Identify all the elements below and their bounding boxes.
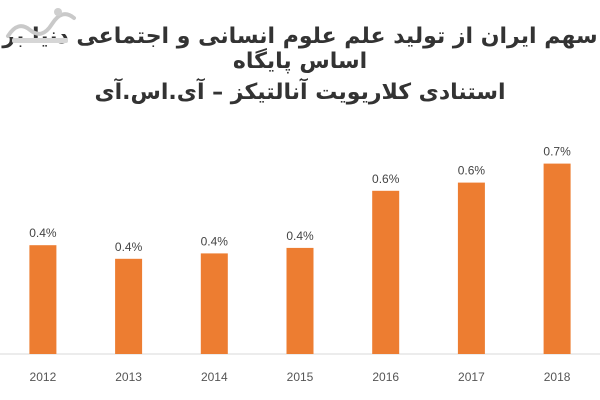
x-tick-label-2012: 2012 — [30, 370, 57, 384]
x-tick-label-2016: 2016 — [372, 370, 399, 384]
data-label-2015: 0.4% — [286, 229, 314, 243]
data-label-2016: 0.6% — [372, 172, 400, 186]
chart-title-line-1: سهم ایران از تولید علم علوم انسانی و اجت… — [2, 24, 598, 74]
x-tick-label-2017: 2017 — [458, 370, 485, 384]
bar-2014 — [200, 253, 228, 354]
bar-2018 — [543, 163, 571, 354]
data-label-2013: 0.4% — [115, 240, 143, 254]
bar-2017 — [457, 182, 485, 354]
bar-2012 — [29, 245, 57, 354]
data-label-2017: 0.6% — [458, 164, 486, 178]
bar-2015 — [286, 247, 314, 354]
data-label-2012: 0.4% — [29, 226, 57, 240]
x-tick-label-2014: 2014 — [201, 370, 228, 384]
watermark-logo — [6, 8, 76, 43]
bar-2016 — [372, 190, 400, 354]
x-tick-label-2018: 2018 — [544, 370, 571, 384]
data-label-2014: 0.4% — [201, 234, 229, 248]
x-tick-label-2015: 2015 — [287, 370, 314, 384]
data-label-2018: 0.7% — [543, 145, 571, 159]
bar-2013 — [115, 258, 143, 354]
chart-title-line-2: استنادی کلاریویت آنالتیکز – آی.اس.آی — [94, 80, 506, 105]
x-tick-label-2013: 2013 — [115, 370, 142, 384]
